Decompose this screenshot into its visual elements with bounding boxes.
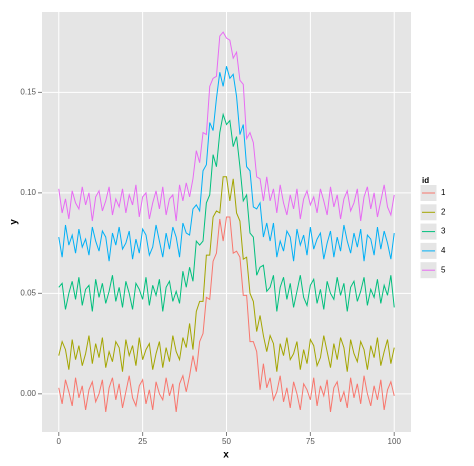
y-axis-title: y (9, 219, 20, 225)
y-tick-label: 0.10 (20, 188, 36, 197)
x-tick-label: 100 (388, 437, 402, 446)
legend-label: 2 (441, 207, 446, 216)
series-line (58, 31, 395, 222)
legend-label: 3 (441, 227, 446, 236)
x-tick-label: 75 (306, 437, 315, 446)
legend-label: 5 (441, 265, 446, 274)
series-line (58, 216, 395, 412)
x-tick-label: 50 (222, 437, 231, 446)
x-axis-title: x (223, 450, 229, 461)
series-line (58, 112, 395, 312)
series-line (58, 176, 395, 372)
x-tick-label: 25 (138, 437, 147, 446)
x-tick-label: 0 (57, 437, 62, 446)
legend-label: 4 (441, 246, 446, 255)
y-tick-label: 0.00 (20, 389, 36, 398)
legend-label: 1 (441, 188, 446, 197)
series-line (58, 66, 395, 262)
y-tick-label: 0.05 (20, 288, 36, 297)
y-tick-label: 0.15 (20, 87, 36, 96)
legend-title: id (422, 176, 429, 185)
